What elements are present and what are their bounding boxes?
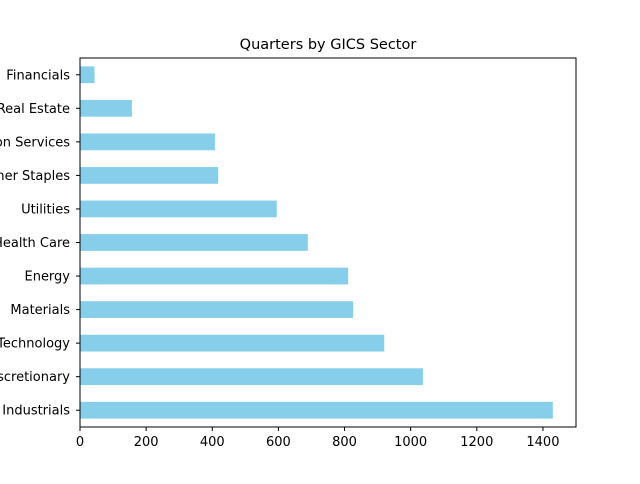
- x-tick-label: 800: [332, 435, 357, 450]
- chart-title: Quarters by GICS Sector: [240, 37, 417, 53]
- bar-materials: [80, 301, 354, 318]
- bar-communication-services: [80, 133, 215, 151]
- y-tick-label: Energy: [24, 270, 70, 285]
- x-tick-label: 1400: [526, 435, 559, 450]
- y-tick-label: Communication Services: [0, 135, 70, 150]
- x-tick-label: 0: [76, 435, 84, 450]
- bar-financials: [80, 66, 95, 84]
- bar-consumer-staples: [80, 167, 219, 184]
- y-tick-label: Health Care: [0, 236, 70, 251]
- bars-layer: [80, 66, 553, 419]
- x-tick-label: 1000: [394, 435, 427, 450]
- plot-frame: [79, 57, 577, 428]
- y-tick-label: Consumer Staples: [0, 169, 70, 184]
- y-tick-label: Utilities: [21, 202, 70, 217]
- y-tick-label: Financials: [6, 68, 70, 83]
- bar-real-estate: [80, 99, 132, 117]
- y-axis: Industrials Consumer Discretionary Informa…: [0, 68, 80, 419]
- bar-energy: [80, 267, 349, 285]
- y-tick-label: Consumer Discretionary: [0, 370, 70, 385]
- x-tick-label: 200: [134, 435, 159, 450]
- x-tick-label: 400: [200, 435, 225, 450]
- x-axis: 0 200 400 600 800 1000 1200 1400: [76, 427, 559, 450]
- bar-information-technology: [80, 334, 385, 352]
- y-tick-label: Real Estate: [0, 102, 70, 117]
- bar-health-care: [80, 234, 308, 251]
- bar-consumer-discretionary: [80, 368, 423, 386]
- bar-industrials: [80, 401, 553, 419]
- y-tick-label: Information Technology: [0, 337, 70, 352]
- bar-utilities: [80, 200, 277, 218]
- x-tick-label: 600: [266, 435, 291, 450]
- y-tick-label: Industrials: [2, 404, 70, 419]
- y-tick-label: Materials: [10, 303, 70, 318]
- x-tick-label: 1200: [460, 435, 493, 450]
